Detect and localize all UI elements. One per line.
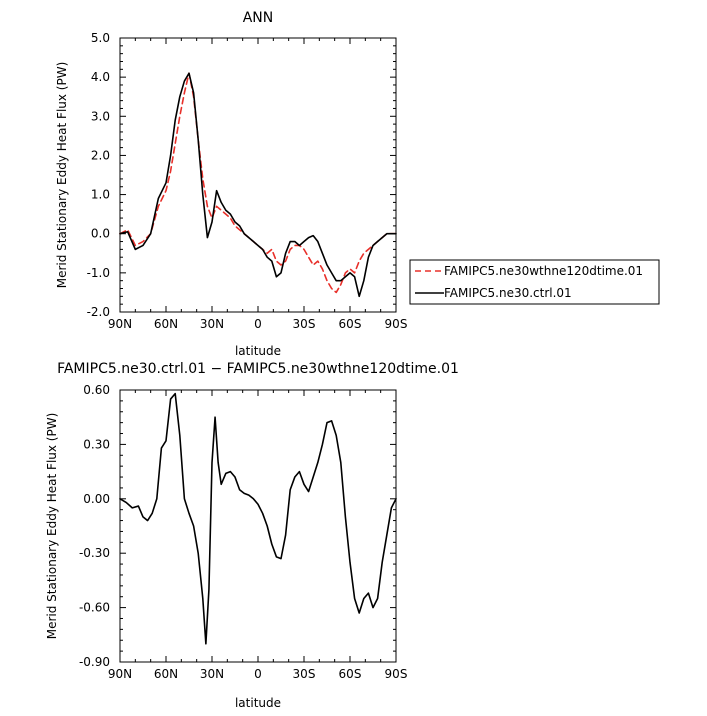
top-y-tick-label: 2.0 [91, 148, 110, 162]
legend-entry-2: FAMIPC5.ne30.ctrl.01 [444, 286, 572, 300]
top-ticks: 90N 60N 30N 0 30S 60S 90S -2.0 -1.0 0.0 1.0 2.0 3.0 4… [87, 31, 408, 331]
top-x-tick-label: 60S [339, 317, 362, 331]
bottom-y-tick-label: 0.60 [83, 383, 110, 397]
top-y-axis-label: Merid Stationary Eddy Heat Flux (PW) [55, 62, 69, 289]
top-panel-title: ANN [243, 10, 274, 26]
bottom-x-tick-label: 60N [154, 667, 178, 681]
top-y-tick-label: 4.0 [91, 70, 110, 84]
top-y-tick-label: -2.0 [87, 305, 110, 319]
bottom-y-tick-label: -0.90 [79, 655, 110, 669]
top-x-tick-label: 30S [293, 317, 316, 331]
bottom-x-tick-label: 30N [200, 667, 224, 681]
bottom-x-tick-label: 0 [254, 667, 262, 681]
top-y-tick-label: 1.0 [91, 188, 110, 202]
bottom-series-line-1 [119, 392, 397, 645]
top-y-tick-label: 3.0 [91, 109, 110, 123]
bottom-x-tick-label: 90N [108, 667, 132, 681]
bottom-panel: FAMIPC5.ne30.ctrl.01 − FAMIPC5.ne30wthne… [45, 361, 459, 710]
top-y-tick-label: 5.0 [91, 31, 110, 45]
top-x-axis-label: latitude [235, 344, 281, 358]
bottom-x-tick-label: 90S [385, 667, 408, 681]
legend-entry-1: FAMIPC5.ne30wthne120dtime.01 [444, 264, 643, 278]
top-x-tick-label: 90N [108, 317, 132, 331]
top-panel: ANN 90N 60N 30N 0 30S 60S 90S -2.0 -1.0 0.0 1.0 2.0… [55, 10, 660, 358]
bottom-y-tick-label: -0.60 [79, 601, 110, 615]
top-plot-frame [119, 37, 397, 313]
bottom-y-axis-label: Merid Stationary Eddy Heat Flux (PW) [45, 413, 59, 640]
bottom-plot-frame [119, 389, 397, 663]
top-x-tick-label: 0 [254, 317, 262, 331]
legend-box [409, 259, 660, 305]
top-x-tick-label: 30N [200, 317, 224, 331]
bottom-panel-title: FAMIPC5.ne30.ctrl.01 − FAMIPC5.ne30wthne… [57, 361, 459, 377]
bottom-y-tick-label: -0.30 [79, 546, 110, 560]
top-series-line-1 [119, 72, 397, 294]
bottom-x-axis-label: latitude [235, 696, 281, 710]
top-series-line-2 [119, 72, 397, 298]
top-x-tick-label: 90S [385, 317, 408, 331]
bottom-x-tick-label: 60S [339, 667, 362, 681]
top-y-tick-label: 0.0 [91, 227, 110, 241]
top-series-group [119, 72, 397, 298]
bottom-x-tick-label: 30S [293, 667, 316, 681]
top-legend: FAMIPC5.ne30wthne120dtime.01 FAMIPC5.ne3… [409, 259, 660, 305]
bottom-ticks: 90N 60N 30N 0 30S 60S 90S -0.90 -0.60 -0.30 0.00 0.… [79, 383, 408, 681]
bottom-series-group [119, 392, 397, 645]
top-y-tick-label: -1.0 [87, 266, 110, 280]
bottom-y-tick-label: 0.00 [83, 492, 110, 506]
top-x-tick-label: 60N [154, 317, 178, 331]
bottom-y-tick-label: 0.30 [83, 437, 110, 451]
